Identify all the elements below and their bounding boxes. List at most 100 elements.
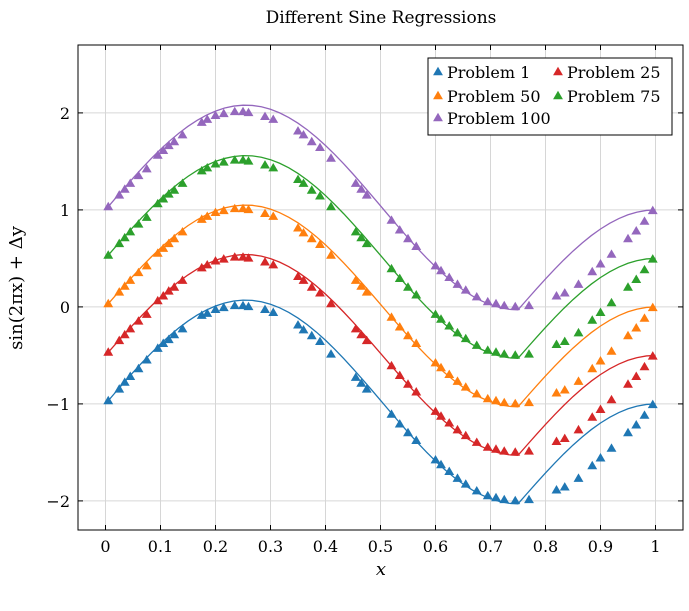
- data-point: [350, 178, 361, 187]
- data-point: [218, 302, 229, 312]
- data-point: [482, 296, 493, 306]
- data-point: [119, 184, 130, 193]
- data-point: [452, 279, 463, 288]
- data-point: [499, 349, 510, 358]
- data-point: [639, 216, 650, 225]
- data-point: [452, 327, 463, 337]
- data-point: [595, 307, 606, 316]
- data-point: [444, 272, 455, 282]
- data-point: [491, 395, 501, 405]
- data-point: [119, 232, 130, 242]
- data-point: [125, 371, 136, 380]
- data-point: [460, 479, 471, 488]
- data-point: [196, 165, 207, 175]
- x-tick-label: 0.3: [258, 537, 283, 556]
- data-point: [218, 108, 229, 118]
- data-point: [260, 304, 270, 314]
- data-point: [125, 227, 136, 236]
- legend: Problem 1 Problem 25 Problem 50 Problem 75 P…: [427, 57, 673, 136]
- data-point: [411, 387, 422, 396]
- data-point: [141, 260, 152, 270]
- x-axis-label: x: [376, 559, 386, 580]
- data-point: [293, 320, 303, 329]
- fit-lines-layer: [105, 104, 656, 505]
- data-point: [436, 314, 446, 323]
- data-point: [315, 288, 325, 297]
- data-point: [326, 153, 336, 162]
- data-point: [559, 288, 570, 297]
- data-point: [460, 333, 471, 343]
- data-point: [229, 155, 240, 164]
- data-point: [133, 170, 144, 180]
- data-point: [177, 227, 188, 236]
- data-point: [350, 372, 361, 381]
- data-point: [177, 130, 188, 139]
- data-point: [573, 376, 584, 385]
- data-point: [298, 130, 309, 139]
- legend-label: Problem 25: [567, 63, 661, 82]
- data-point: [471, 340, 482, 349]
- data-point: [471, 486, 482, 495]
- data-point: [386, 263, 397, 273]
- data-point: [268, 211, 279, 220]
- data-point: [647, 205, 658, 215]
- data-point: [114, 190, 125, 199]
- data-point: [595, 453, 606, 462]
- data-point: [361, 335, 372, 345]
- data-point: [595, 259, 606, 268]
- data-point: [152, 343, 163, 352]
- data-point: [133, 316, 144, 325]
- y-axis-label: sin(2πx) + Δy: [6, 225, 27, 350]
- data-point: [169, 136, 180, 146]
- data-point: [623, 379, 633, 388]
- data-point: [452, 473, 463, 482]
- data-point: [361, 238, 372, 248]
- data-point: [623, 330, 633, 340]
- data-point: [268, 259, 279, 269]
- data-point: [436, 362, 446, 372]
- data-point: [163, 286, 174, 295]
- data-point: [631, 323, 642, 332]
- data-point: [152, 295, 163, 305]
- data-point: [202, 308, 213, 317]
- data-point: [361, 190, 372, 199]
- data-point: [444, 369, 455, 379]
- data-point: [491, 444, 501, 453]
- data-point: [587, 412, 598, 421]
- data-point: [452, 376, 463, 385]
- data-point: [125, 275, 136, 284]
- data-point: [394, 370, 405, 379]
- data-point: [141, 163, 152, 173]
- data-point: [260, 160, 270, 169]
- x-tick-label: 0.5: [368, 537, 393, 556]
- data-point: [647, 399, 658, 409]
- data-point: [587, 460, 598, 470]
- data-point: [623, 427, 633, 437]
- data-point: [350, 275, 361, 284]
- x-tick-label: 1: [650, 537, 660, 556]
- legend-box: [427, 57, 673, 136]
- data-point: [623, 282, 633, 291]
- data-point: [647, 302, 658, 312]
- data-point: [394, 225, 405, 234]
- data-point: [306, 233, 317, 243]
- data-point: [141, 212, 152, 221]
- data-point: [169, 233, 180, 243]
- legend-marker: [433, 112, 443, 122]
- x-tick-label: 0.8: [533, 537, 558, 556]
- data-point: [551, 291, 562, 300]
- data-point: [559, 385, 570, 394]
- fit-line-problem-25: [105, 253, 656, 456]
- data-point: [606, 394, 617, 404]
- data-point: [551, 485, 562, 494]
- data-point: [606, 346, 617, 355]
- data-point: [361, 384, 372, 393]
- data-point: [268, 307, 279, 316]
- data-point: [452, 424, 463, 434]
- data-point: [103, 395, 114, 405]
- data-point: [133, 219, 144, 228]
- legend-label: Problem 1: [447, 63, 530, 82]
- data-point: [444, 321, 455, 330]
- data-point: [573, 473, 584, 482]
- data-point: [229, 252, 240, 261]
